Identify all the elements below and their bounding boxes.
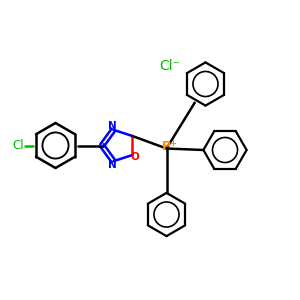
Text: Cl⁻: Cl⁻ — [159, 59, 180, 73]
Text: P: P — [162, 140, 171, 154]
Text: N: N — [108, 160, 117, 170]
Text: N: N — [108, 122, 117, 131]
Text: O: O — [130, 152, 139, 162]
Text: +: + — [169, 139, 177, 148]
Text: Cl: Cl — [12, 139, 24, 152]
